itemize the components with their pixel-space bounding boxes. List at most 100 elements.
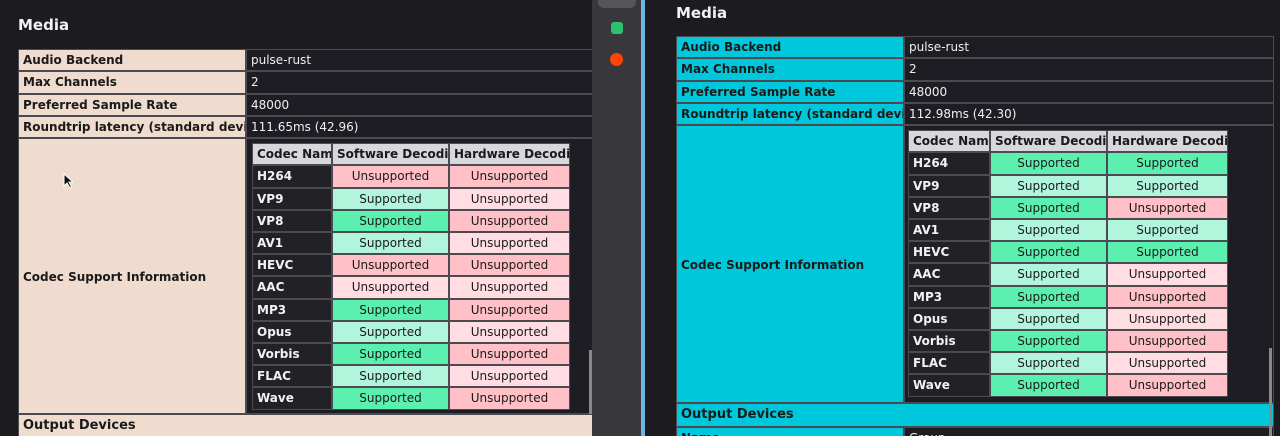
column-header: Group bbox=[904, 427, 1274, 436]
row-label: Roundtrip latency (standard deviation) bbox=[676, 102, 904, 126]
row-value: pulse-rust bbox=[904, 36, 1274, 59]
section-title: Media bbox=[18, 16, 70, 34]
column-header: Name bbox=[676, 427, 904, 436]
sidebar bbox=[592, 0, 641, 436]
codec-status: Supported bbox=[332, 187, 449, 210]
tab-button[interactable] bbox=[598, 0, 636, 8]
codec-name: Vorbis bbox=[252, 343, 332, 366]
row-label: Preferred Sample Rate bbox=[676, 80, 904, 103]
row-label: Codec Support Information bbox=[18, 138, 246, 415]
codec-name: HEVC bbox=[908, 241, 990, 264]
codec-status: Unsupported bbox=[449, 232, 570, 255]
row-label: Max Channels bbox=[676, 58, 904, 81]
app-icon[interactable] bbox=[610, 53, 623, 66]
codec-status: Supported bbox=[990, 307, 1107, 330]
codec-name: FLAC bbox=[252, 365, 332, 388]
codec-status: Supported bbox=[332, 387, 449, 410]
codec-header: Codec Name bbox=[908, 130, 990, 153]
row-value: 112.98ms (42.30) bbox=[904, 102, 1274, 126]
codec-name: Wave bbox=[908, 374, 990, 397]
codec-header: Software Decoding bbox=[990, 130, 1107, 153]
codec-status: Supported bbox=[332, 298, 449, 321]
codec-name: FLAC bbox=[908, 352, 990, 375]
codec-status: Unsupported bbox=[449, 165, 570, 188]
codec-status: Unsupported bbox=[332, 254, 449, 277]
codec-status: Unsupported bbox=[449, 187, 570, 210]
codec-status: Supported bbox=[990, 152, 1107, 175]
codec-status: Supported bbox=[990, 263, 1107, 286]
codec-status: Unsupported bbox=[1107, 196, 1228, 219]
codec-name: AAC bbox=[908, 263, 990, 286]
cursor bbox=[63, 173, 73, 189]
codec-name: Opus bbox=[252, 320, 332, 343]
codec-name: VP8 bbox=[908, 196, 990, 219]
codec-name: AV1 bbox=[908, 219, 990, 242]
codec-status: Unsupported bbox=[449, 343, 570, 366]
left-panel: Media Audio Backend pulse-rust Max Channels… bbox=[0, 0, 592, 436]
codec-status: Supported bbox=[990, 285, 1107, 308]
row-value: 2 bbox=[246, 71, 592, 94]
codec-name: AV1 bbox=[252, 232, 332, 255]
codec-status: Unsupported bbox=[449, 320, 570, 343]
row-label: Audio Backend bbox=[18, 49, 246, 72]
codec-status: Supported bbox=[332, 232, 449, 255]
codec-name: H264 bbox=[908, 152, 990, 175]
scrollbar[interactable] bbox=[589, 350, 592, 414]
row-value: 111.65ms (42.96) bbox=[246, 115, 592, 139]
codec-status: Unsupported bbox=[332, 276, 449, 299]
codec-status: Supported bbox=[990, 352, 1107, 375]
codec-status: Unsupported bbox=[1107, 352, 1228, 375]
codec-status: Supported bbox=[1107, 241, 1228, 264]
codec-status: Supported bbox=[1107, 152, 1228, 175]
codec-status: Unsupported bbox=[1107, 374, 1228, 397]
row-label: Roundtrip latency (standard deviation) bbox=[18, 115, 246, 139]
codec-status: Supported bbox=[332, 365, 449, 388]
codec-name: Vorbis bbox=[908, 330, 990, 353]
codec-status: Unsupported bbox=[1107, 330, 1228, 353]
right-panel: Media Audio Backend pulse-rust Max Channels… bbox=[645, 0, 1280, 436]
row-label: Audio Backend bbox=[676, 36, 904, 59]
row-value: 48000 bbox=[904, 80, 1274, 103]
codec-name: VP8 bbox=[252, 209, 332, 232]
codec-status: Unsupported bbox=[449, 254, 570, 277]
codec-name: VP9 bbox=[252, 187, 332, 210]
row-value: 2 bbox=[904, 58, 1274, 81]
codec-name: H264 bbox=[252, 165, 332, 188]
codec-status: Unsupported bbox=[449, 365, 570, 388]
codec-status: Supported bbox=[990, 330, 1107, 353]
row-value: pulse-rust bbox=[246, 49, 592, 72]
codec-status: Unsupported bbox=[1107, 307, 1228, 330]
codec-header: Codec Name bbox=[252, 143, 332, 166]
codec-status: Supported bbox=[332, 320, 449, 343]
row-label: Codec Support Information bbox=[676, 125, 904, 404]
codec-status: Supported bbox=[990, 196, 1107, 219]
codec-status: Unsupported bbox=[1107, 285, 1228, 308]
codec-status: Supported bbox=[990, 374, 1107, 397]
app-icon[interactable] bbox=[611, 22, 623, 34]
codec-status: Supported bbox=[332, 209, 449, 232]
scrollbar[interactable] bbox=[1269, 348, 1272, 436]
codec-name: HEVC bbox=[252, 254, 332, 277]
row-value: 48000 bbox=[246, 93, 592, 116]
row-label: Max Channels bbox=[18, 71, 246, 94]
section-row: Output Devices bbox=[18, 414, 592, 436]
section-row: Output Devices bbox=[676, 403, 1274, 428]
codec-status: Unsupported bbox=[332, 165, 449, 188]
codec-status: Supported bbox=[1107, 219, 1228, 242]
codec-name: VP9 bbox=[908, 174, 990, 197]
divider bbox=[641, 0, 645, 436]
codec-header: Software Decoding bbox=[332, 143, 449, 166]
codec-status: Unsupported bbox=[1107, 263, 1228, 286]
codec-name: Opus bbox=[908, 307, 990, 330]
codec-status: Supported bbox=[1107, 174, 1228, 197]
codec-name: MP3 bbox=[252, 298, 332, 321]
codec-status: Supported bbox=[990, 241, 1107, 264]
codec-status: Unsupported bbox=[449, 298, 570, 321]
codec-header: Hardware Decoding bbox=[449, 143, 570, 166]
row-label: Preferred Sample Rate bbox=[18, 93, 246, 116]
codec-name: AAC bbox=[252, 276, 332, 299]
section-title: Media bbox=[676, 4, 728, 22]
codec-name: Wave bbox=[252, 387, 332, 410]
codec-status: Unsupported bbox=[449, 387, 570, 410]
